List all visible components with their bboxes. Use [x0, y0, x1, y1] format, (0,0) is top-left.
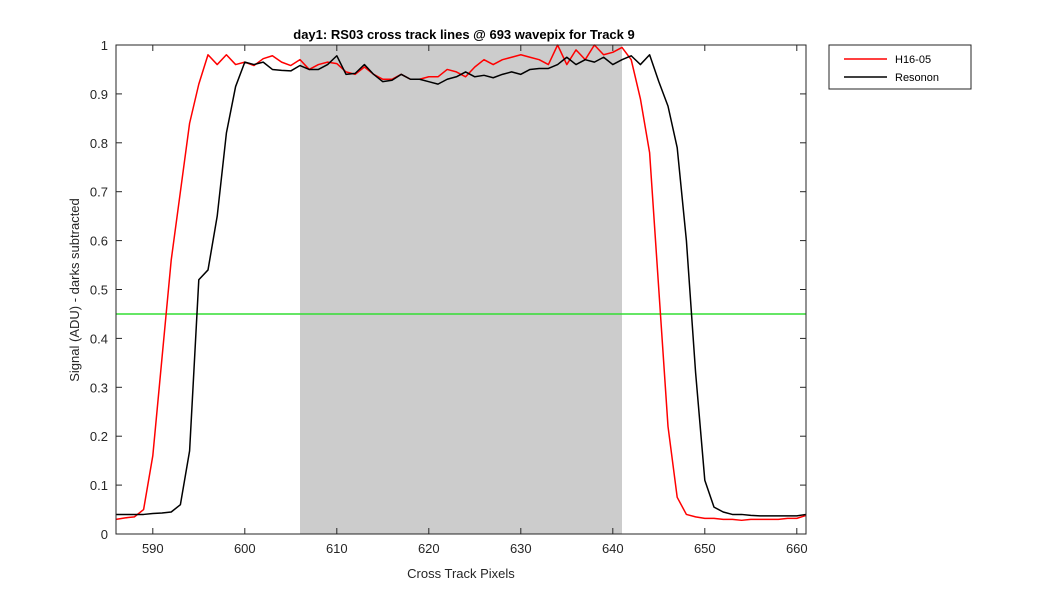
y-tick-label: 0.8: [90, 136, 108, 151]
y-tick-label: 0.9: [90, 87, 108, 102]
x-tick-label: 620: [418, 541, 440, 556]
y-tick-label: 0.7: [90, 185, 108, 200]
y-tick-label: 0.2: [90, 429, 108, 444]
series-line-resonon: [116, 54, 807, 517]
y-axis-label: Signal (ADU) - darks subtracted: [67, 198, 82, 382]
x-tick-label: 590: [142, 541, 164, 556]
legend: H16-05 Resonon: [828, 44, 972, 90]
y-tick-label: 0.6: [90, 234, 108, 249]
x-tick-label: 610: [326, 541, 348, 556]
x-tick-label: 650: [694, 541, 716, 556]
chart-title: day1: RS03 cross track lines @ 693 wavep…: [293, 27, 634, 42]
x-tick-label: 660: [786, 541, 808, 556]
x-tick-label: 600: [234, 541, 256, 556]
y-tick-label: 0.4: [90, 331, 108, 346]
x-tick-label: 630: [510, 541, 532, 556]
y-tick-label: 0.5: [90, 283, 108, 298]
shaded-region: [300, 45, 622, 534]
legend-label: H16-05: [895, 54, 931, 66]
x-tick-label: 640: [602, 541, 624, 556]
x-axis-label: Cross Track Pixels: [407, 566, 515, 581]
y-tick-label: 0.1: [90, 478, 108, 493]
y-tick-label: 1: [101, 38, 108, 53]
plot-area: 590 600 610 620 630 640 650 660 0 0.1 0.2 0.3 0.4 0.5…: [90, 38, 808, 556]
legend-box: [828, 44, 972, 90]
legend-label: Resonon: [895, 72, 939, 84]
y-tick-label: 0: [101, 527, 108, 542]
y-tick-label: 0.3: [90, 380, 108, 395]
